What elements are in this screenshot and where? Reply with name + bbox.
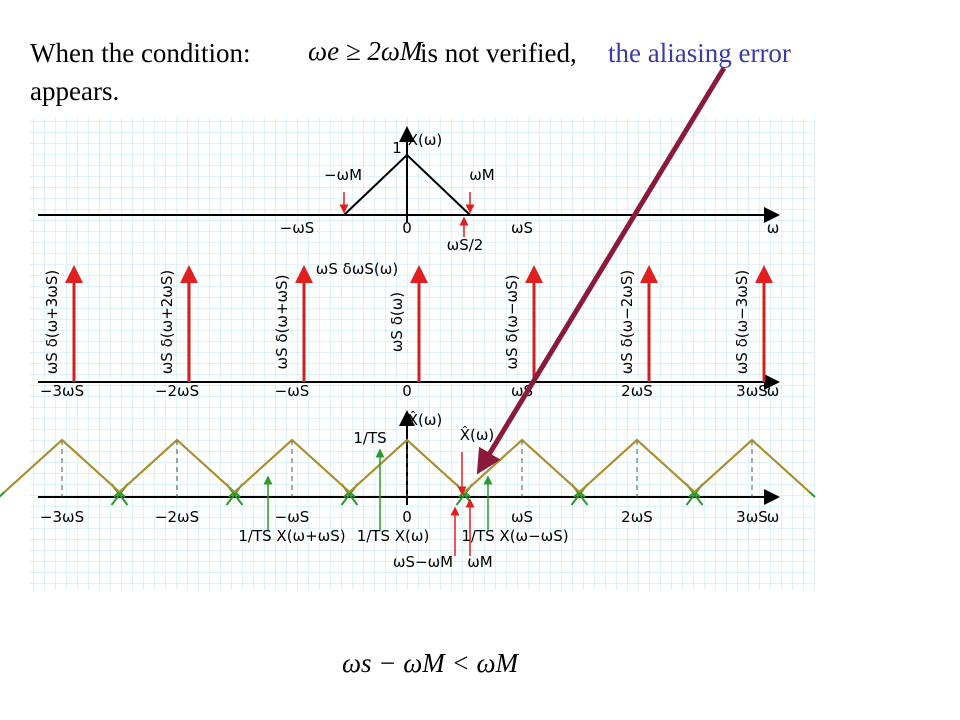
- graph-paper: [30, 118, 815, 590]
- axis-label: 0: [402, 382, 412, 400]
- axis-label: −2ωS: [155, 508, 199, 526]
- impulse-label: ωS δ(ω+3ωS): [43, 270, 61, 375]
- panel3-label: X̂(ω): [460, 425, 495, 444]
- axis-label: −2ωS: [155, 382, 199, 400]
- impulse-label: ωS δ(ω−3ωS): [733, 270, 751, 375]
- formula: ωs − ωM < ωM: [342, 648, 520, 678]
- header-text: When the condition:: [30, 38, 250, 68]
- panel3-label: X̂(ω): [408, 410, 443, 429]
- impulse-label: ωS δ(ω−ωS): [503, 275, 521, 370]
- condition: ωe ≥ 2ωM: [308, 36, 424, 66]
- panel3-note: 1/TS X(ω+ωS): [238, 527, 345, 545]
- axis-label: 2ωS: [621, 508, 653, 526]
- axis-label: 3ωS: [736, 508, 768, 526]
- impulse-label: ωS δ(ω+ωS): [273, 275, 291, 370]
- panel1-label: ωM: [469, 166, 495, 184]
- panel1-label: ω: [767, 219, 780, 237]
- axis-label: −ωS: [275, 508, 310, 526]
- axis-label: ω: [767, 382, 780, 400]
- aliased-sum: [3, 438, 811, 494]
- axis-label: −ωS: [275, 382, 310, 400]
- panel3-note: ωM: [467, 553, 493, 571]
- impulse-label: ωS δ(ω): [388, 292, 406, 352]
- panel1-label: 0: [402, 219, 412, 237]
- spectrum: [343, 153, 471, 216]
- panel1-label: ωS/2: [447, 236, 484, 254]
- axis-label: −3ωS: [40, 508, 84, 526]
- panel1-label: −ωM: [324, 166, 362, 184]
- impulse-label: ωS δ(ω−2ωS): [618, 270, 636, 375]
- header-text: is not verified,: [420, 38, 577, 68]
- axis-label: −3ωS: [40, 382, 84, 400]
- panel1-label: −ωS: [280, 219, 315, 237]
- impulse-label: ωS δ(ω+2ωS): [158, 270, 176, 375]
- panel2-title: ωS δωS(ω): [316, 260, 398, 278]
- axis-label: 0: [402, 508, 412, 526]
- axis-label: ω: [767, 508, 780, 526]
- panel1-label: 1: [392, 139, 402, 157]
- panel3-note: 1/TS X(ω−ωS): [461, 527, 568, 545]
- highlight: the aliasing error: [608, 38, 791, 68]
- axis-label: ωS: [511, 508, 533, 526]
- header-text: appears.: [30, 76, 119, 106]
- panel3-note: ωS−ωM: [393, 553, 453, 571]
- panel1-label: ωS: [511, 219, 533, 237]
- panel3-note: 1/TS X(ω): [357, 527, 430, 545]
- panel3-label: 1/TS: [353, 429, 386, 447]
- axis-label: 2ωS: [621, 382, 653, 400]
- axis-label: 3ωS: [736, 382, 768, 400]
- callout-arrow: [476, 66, 727, 475]
- panel1-label: X(ω): [408, 131, 443, 149]
